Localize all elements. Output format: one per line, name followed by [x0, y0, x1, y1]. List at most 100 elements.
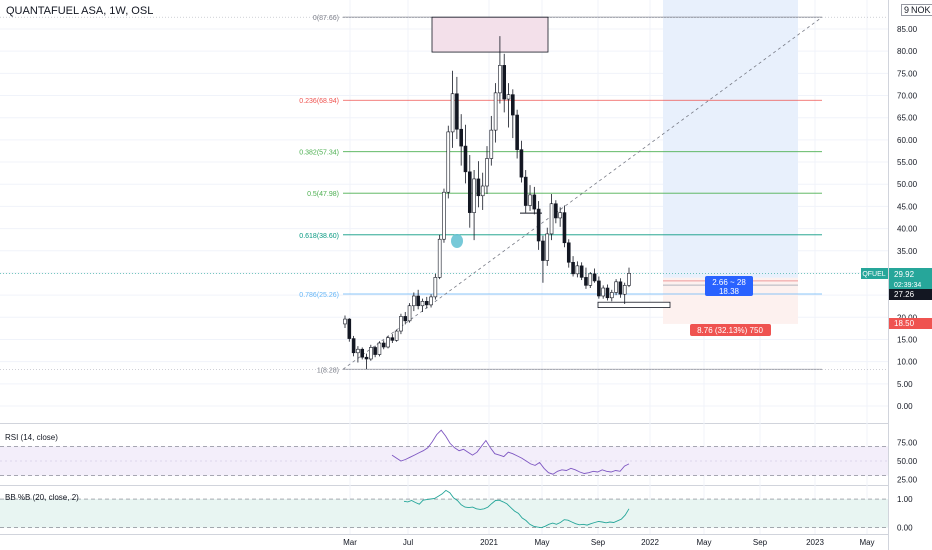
- y-axis-tick-label: 35.00: [897, 247, 918, 256]
- candle: [519, 140, 524, 183]
- candle: [579, 262, 584, 281]
- candle-body: [592, 273, 597, 282]
- candle-body: [614, 281, 618, 293]
- candle: [541, 235, 545, 283]
- pane-separator: [0, 534, 888, 535]
- y-axis-tick-label: 50.00: [897, 180, 918, 189]
- candle-body: [347, 318, 352, 339]
- candle-body: [455, 93, 459, 130]
- candle-body: [571, 261, 575, 275]
- candle-body: [381, 342, 386, 348]
- candle-body: [566, 242, 571, 263]
- x-axis-label: 2023: [806, 538, 824, 547]
- support-line: [520, 212, 542, 214]
- candle: [450, 70, 455, 148]
- currency-label: NOK: [911, 5, 931, 15]
- candle-body: [364, 356, 369, 360]
- candle-body: [605, 287, 610, 299]
- candle: [399, 313, 403, 335]
- candle: [437, 234, 442, 280]
- candle-body: [545, 233, 550, 261]
- candle-body: [459, 128, 463, 147]
- currency-selector[interactable]: 9 NOK: [901, 4, 932, 16]
- candle: [429, 294, 433, 308]
- bb-line: [403, 489, 630, 529]
- candle-body: [480, 185, 485, 197]
- currency-prefix: 9: [904, 5, 910, 15]
- candle-body: [489, 129, 494, 159]
- target-zone: [663, 0, 798, 278]
- candle-body: [502, 65, 507, 100]
- candle: [343, 315, 347, 328]
- pane-separator: [0, 485, 888, 486]
- candle-body: [472, 178, 476, 213]
- candle: [394, 329, 399, 342]
- x-axis-label: 2021: [480, 538, 498, 547]
- candle: [403, 311, 408, 325]
- candle: [420, 298, 425, 312]
- candle-body: [386, 337, 390, 348]
- candle-body: [416, 295, 420, 307]
- candle: [351, 335, 356, 357]
- bb-axis-tick-label: 0.00: [897, 524, 913, 533]
- stop-label-box: [690, 324, 771, 336]
- candle: [575, 261, 580, 278]
- candle: [549, 193, 554, 241]
- candle-body: [476, 178, 481, 197]
- candle-body: [485, 158, 489, 187]
- candle-body: [515, 114, 519, 150]
- x-axis-label: May: [534, 538, 549, 547]
- candle-body: [369, 347, 373, 360]
- rsi-axis-tick-label: 25.00: [897, 475, 918, 484]
- price-tag-value: 29.92: [894, 270, 915, 279]
- candle-body: [420, 301, 425, 307]
- candle: [545, 227, 550, 266]
- candle: [601, 285, 605, 299]
- y-axis-tick-label: 60.00: [897, 136, 918, 145]
- candle-body: [609, 292, 614, 299]
- chart-symbol-title: QUANTAFUEL ASA, 1W, OSL: [6, 5, 154, 17]
- candle: [467, 154, 472, 228]
- candle: [455, 76, 459, 139]
- candle-body: [450, 93, 455, 133]
- candle: [442, 188, 446, 243]
- y-axis-tick-label: 70.00: [897, 92, 918, 101]
- candle: [566, 239, 571, 268]
- x-axis-label: May: [696, 538, 711, 547]
- candle-body: [618, 281, 623, 295]
- candle-body: [575, 265, 580, 275]
- candle: [562, 205, 567, 248]
- candle: [506, 83, 511, 128]
- candle: [558, 207, 562, 227]
- candle: [498, 36, 502, 104]
- candle: [424, 296, 429, 309]
- stop-label-text: 8.76 (32.13%) 750: [697, 326, 763, 335]
- support-box: [597, 301, 671, 308]
- y-axis-tick-label: 75.00: [897, 69, 918, 78]
- candle: [554, 200, 558, 224]
- x-axis-label: Sep: [591, 538, 606, 547]
- fib-level-label: 0.618(38.60): [299, 233, 339, 240]
- y-axis-tick-label: 80.00: [897, 47, 918, 56]
- candle: [523, 170, 528, 213]
- candle-body: [498, 65, 502, 94]
- target-label-box: [705, 276, 753, 296]
- candle: [364, 353, 369, 370]
- candle: [485, 146, 489, 194]
- candle-body: [463, 145, 468, 173]
- candle: [536, 201, 541, 250]
- candle-body: [373, 347, 377, 355]
- target-label-top: 2.66 ~ 28: [712, 278, 746, 287]
- candle-body: [424, 301, 429, 306]
- candle: [571, 256, 575, 277]
- fib-level-label: 0.786(25.26): [299, 292, 339, 299]
- candle-body: [407, 305, 412, 322]
- fib-level-label: 0.5(47.98): [307, 191, 339, 198]
- x-axis-label: May: [859, 538, 874, 547]
- candle-body: [433, 277, 438, 298]
- candle: [416, 289, 420, 310]
- highlight-box: [431, 16, 549, 53]
- symbol-tag-box: [861, 268, 888, 279]
- candle: [381, 340, 386, 350]
